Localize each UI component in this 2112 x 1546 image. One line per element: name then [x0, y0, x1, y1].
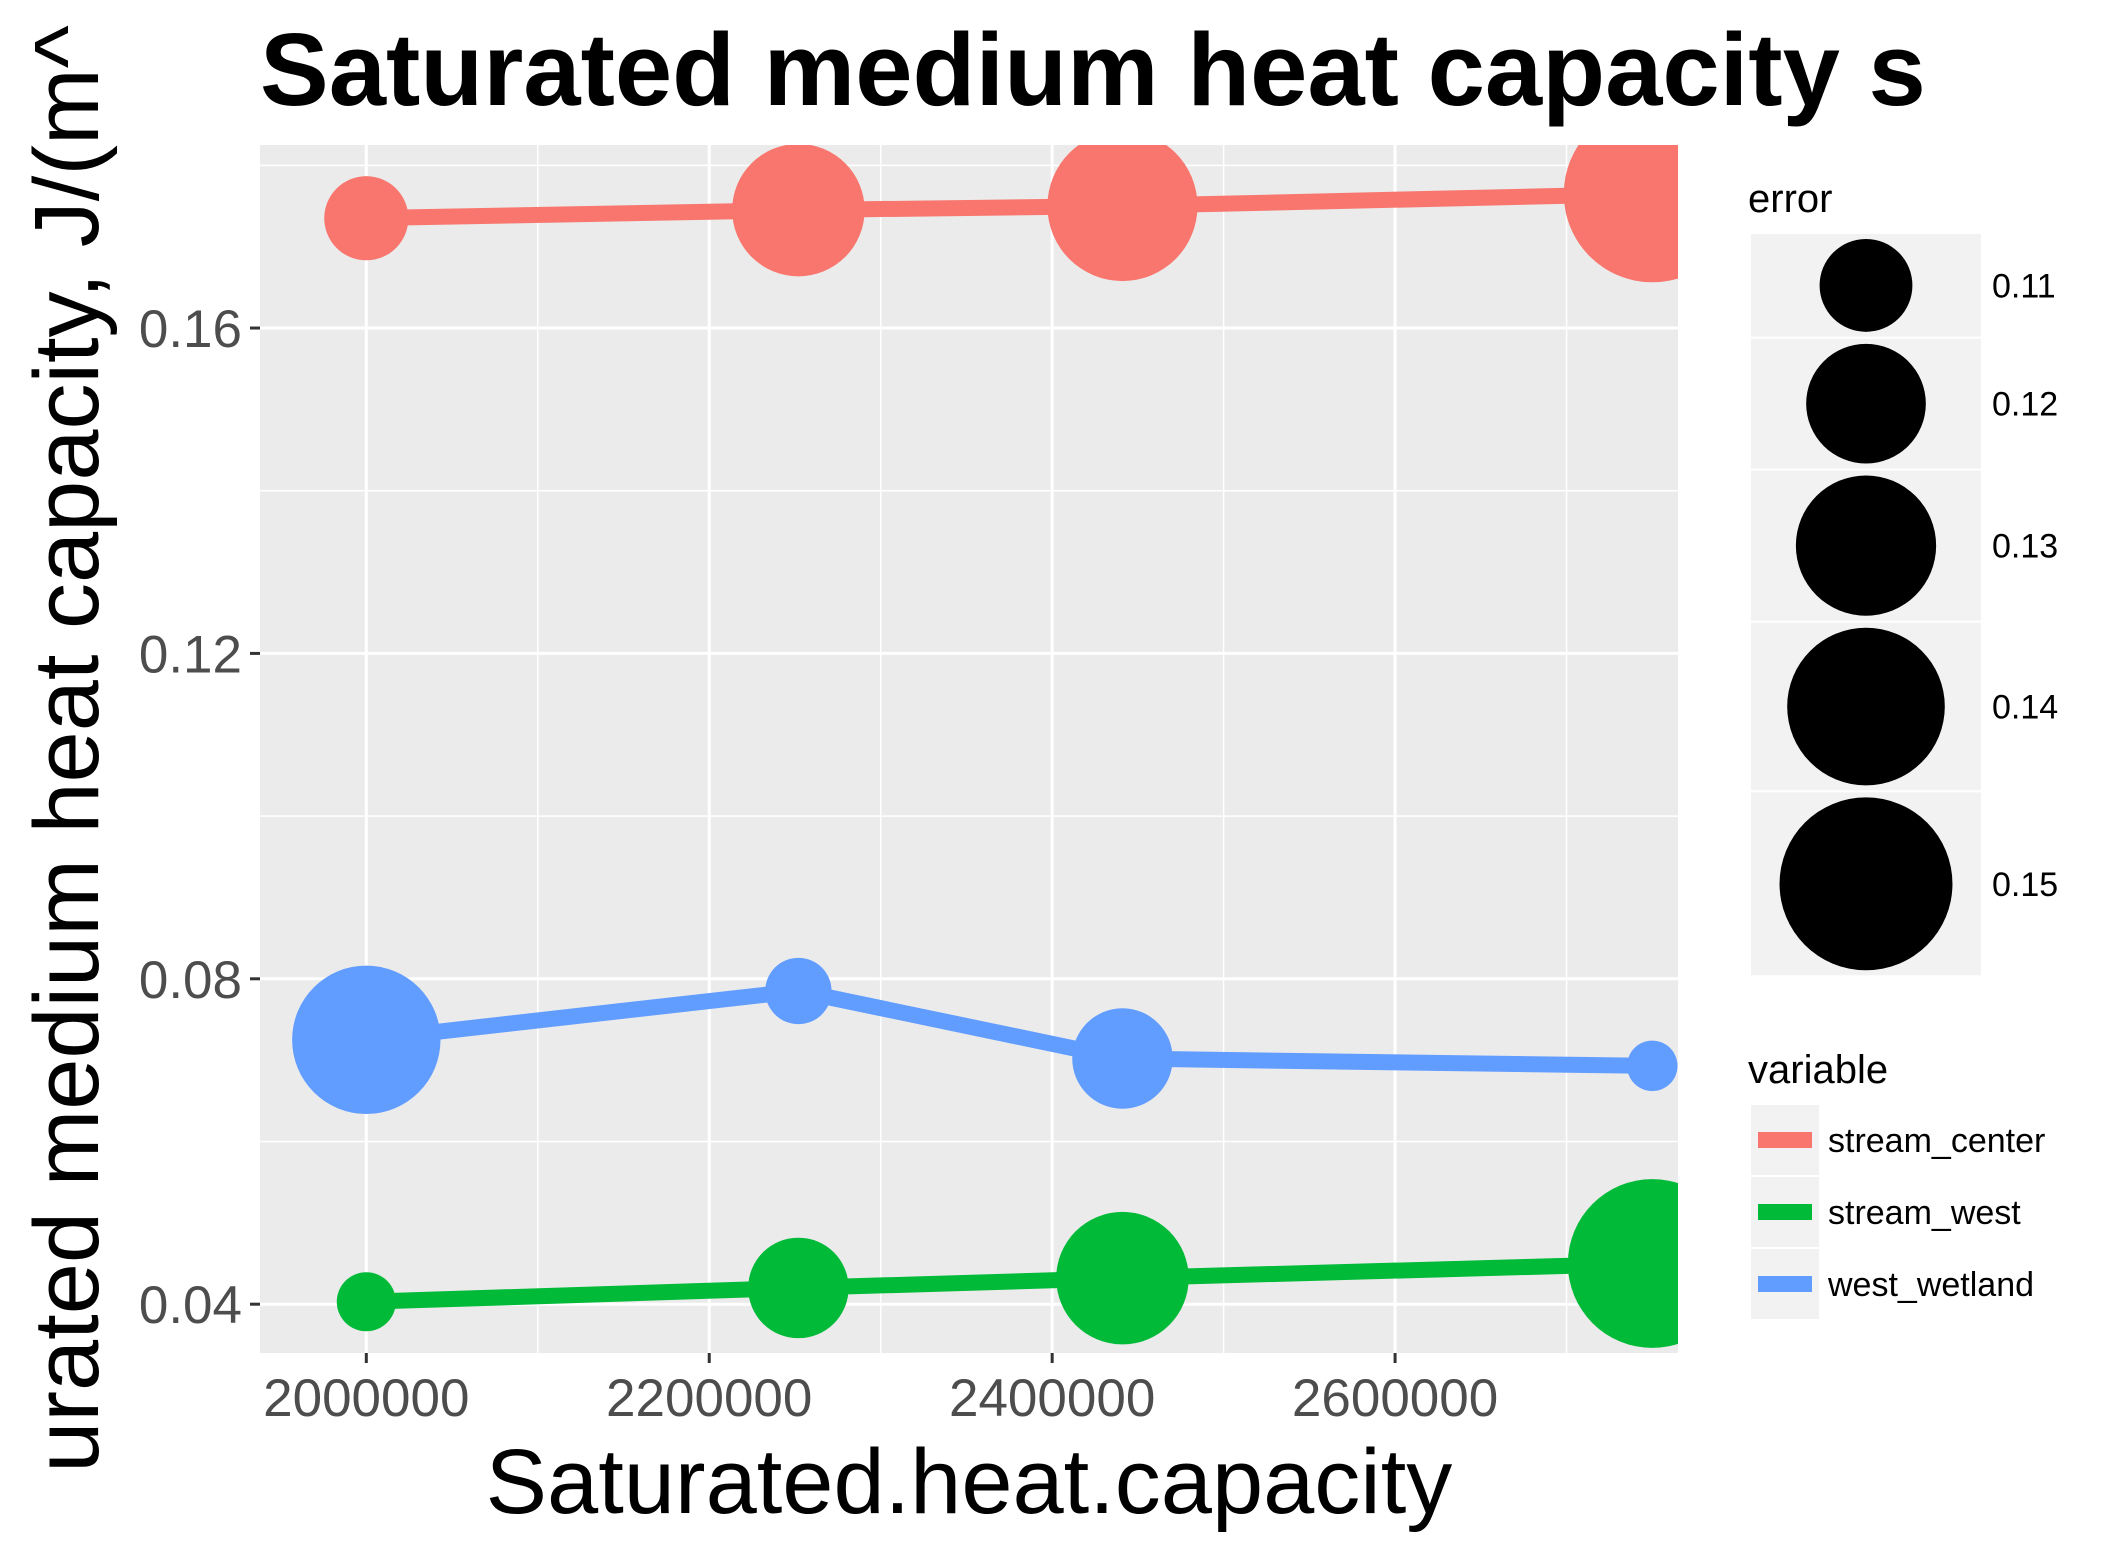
color-legend-label: stream_center	[1828, 1122, 2045, 1160]
data-point-stream-center	[1563, 145, 1678, 283]
x-axis-title: Saturated.heat.capacity	[486, 1431, 1453, 1533]
color-legend-title: variable	[1748, 1048, 1888, 1092]
data-point-stream-west	[336, 1272, 396, 1332]
data-point-stream-west	[748, 1237, 849, 1339]
size-legend-circle	[1795, 475, 1937, 616]
y-tick-label: 0.12	[139, 625, 242, 684]
size-legend-circle	[1819, 238, 1913, 332]
data-point-stream-center	[732, 145, 865, 277]
plot-panel	[260, 145, 1678, 1353]
x-tick-label: 2400000	[949, 1369, 1155, 1428]
size-legend-label: 0.11	[1992, 267, 2056, 305]
data-point-stream-west	[1567, 1179, 1678, 1348]
data-point-stream-west	[1056, 1211, 1189, 1345]
size-legend-label: 0.15	[1992, 866, 2058, 904]
y-tick-label: 0.16	[139, 300, 242, 359]
axis-layer: 2000000 2200000 2400000 2600000 0.04 0.08 0.12…	[139, 300, 1498, 1428]
data-point-stream-center	[1047, 145, 1198, 282]
size-legend-circle	[1787, 627, 1945, 786]
x-tick-label: 2600000	[1292, 1369, 1498, 1428]
size-legend: error 0.11 0.12 0.13 0.14 0.15	[1748, 177, 2058, 978]
series-group	[292, 145, 1678, 1348]
y-axis-title: urated medium heat capacity, J/(m^	[16, 25, 118, 1473]
series-line-west-wetland	[358, 983, 1661, 1074]
grid-lines	[260, 145, 1678, 1353]
size-legend-title: error	[1748, 177, 1832, 221]
y-tick-label: 0.08	[139, 951, 242, 1010]
size-legend-circle	[1806, 343, 1926, 464]
y-tick-label: 0.04	[139, 1276, 242, 1335]
series-line-stream-center	[358, 185, 1661, 227]
chart-title: Saturated medium heat capacity s	[260, 12, 1926, 127]
data-point-west-wetland	[1627, 1040, 1678, 1092]
size-legend-circle	[1779, 797, 1953, 971]
color-legend-label: west_wetland	[1827, 1266, 2034, 1304]
size-legend-label: 0.12	[1992, 386, 2058, 424]
size-legend-label: 0.13	[1992, 528, 2058, 566]
size-legend-label: 0.14	[1992, 689, 2058, 727]
data-point-west-wetland	[1072, 1008, 1173, 1109]
data-point-west-wetland	[765, 957, 832, 1025]
data-point-stream-center	[324, 176, 409, 261]
data-point-west-wetland	[292, 965, 441, 1115]
x-tick-label: 2000000	[263, 1369, 469, 1428]
color-legend: variable stream_center stream_west west_we…	[1748, 1048, 2045, 1321]
color-legend-label: stream_west	[1828, 1194, 2021, 1232]
series-layer	[292, 145, 1678, 1348]
x-tick-label: 2200000	[606, 1369, 812, 1428]
series-line-stream-west	[358, 1255, 1661, 1310]
